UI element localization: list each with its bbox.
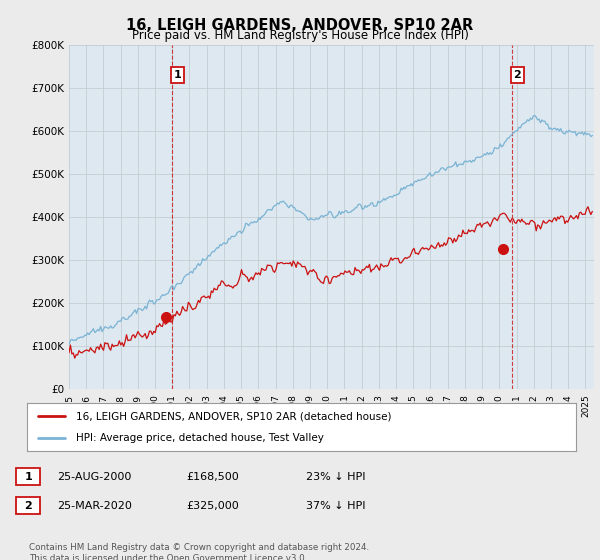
Text: 16, LEIGH GARDENS, ANDOVER, SP10 2AR: 16, LEIGH GARDENS, ANDOVER, SP10 2AR [127, 18, 473, 33]
Text: Price paid vs. HM Land Registry's House Price Index (HPI): Price paid vs. HM Land Registry's House … [131, 29, 469, 42]
Text: Contains HM Land Registry data © Crown copyright and database right 2024.
This d: Contains HM Land Registry data © Crown c… [29, 543, 369, 560]
Text: 16, LEIGH GARDENS, ANDOVER, SP10 2AR (detached house): 16, LEIGH GARDENS, ANDOVER, SP10 2AR (de… [76, 411, 392, 421]
Text: 2: 2 [25, 501, 32, 511]
Text: HPI: Average price, detached house, Test Valley: HPI: Average price, detached house, Test… [76, 433, 324, 443]
Text: £168,500: £168,500 [186, 472, 239, 482]
Text: 1: 1 [25, 472, 32, 482]
Text: 37% ↓ HPI: 37% ↓ HPI [306, 501, 365, 511]
Text: £325,000: £325,000 [186, 501, 239, 511]
Text: 2: 2 [514, 70, 521, 80]
Text: 23% ↓ HPI: 23% ↓ HPI [306, 472, 365, 482]
Text: 25-AUG-2000: 25-AUG-2000 [57, 472, 131, 482]
Text: 1: 1 [173, 70, 181, 80]
Text: 25-MAR-2020: 25-MAR-2020 [57, 501, 132, 511]
